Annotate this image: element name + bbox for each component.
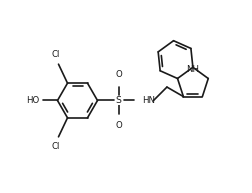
Text: HN: HN	[141, 96, 154, 105]
Text: Cl: Cl	[52, 142, 60, 151]
Text: HO: HO	[26, 96, 39, 105]
Text: Cl: Cl	[52, 50, 60, 59]
Text: O: O	[115, 70, 121, 80]
Text: NH: NH	[185, 65, 199, 74]
Text: O: O	[115, 122, 121, 130]
Text: S: S	[115, 96, 121, 105]
